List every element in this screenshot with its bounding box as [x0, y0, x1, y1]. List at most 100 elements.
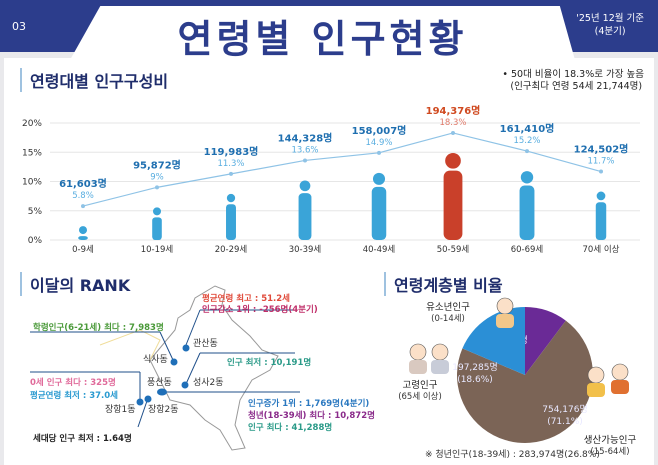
person-head	[445, 152, 461, 169]
pct-label: 5.8%	[72, 191, 94, 201]
person-body	[78, 236, 88, 240]
person-body	[226, 204, 236, 240]
marker-pungsan	[157, 388, 167, 396]
slice-value: 754,176명	[542, 404, 588, 415]
pct-label: 13.6%	[291, 145, 318, 155]
dong-janghang2: 장항2동	[148, 405, 179, 415]
rank-avg-age-min: 평균연령 최저 : 37.0세	[30, 391, 118, 401]
ratio-point	[377, 150, 381, 155]
person-head	[299, 180, 311, 192]
ratio-point	[525, 149, 529, 154]
person-body	[519, 185, 535, 240]
date-label: '25년 12월 기준 (4분기)	[576, 12, 644, 38]
person-head	[520, 171, 534, 184]
dong-seongsa2: 성사2동	[193, 378, 224, 388]
title-banner	[70, 6, 575, 60]
dong-pungsan: 풍산동	[147, 378, 172, 388]
section-title-age: 연령대별 인구구성비	[20, 68, 168, 92]
ratio-point	[155, 185, 159, 190]
note-line2: (인구최다 연령 54세 21,744명)	[510, 81, 643, 92]
marker-janghang1	[136, 398, 144, 406]
person-body	[152, 217, 162, 240]
person-body	[371, 186, 387, 240]
summary-note: • 50대 비율이 18.3%로 가장 높음 (인구최다 연령 54세 21,74…	[502, 69, 644, 93]
person-illustration-icon	[587, 366, 605, 397]
person-illustration-icon	[496, 297, 514, 328]
person-illustration-icon	[431, 343, 449, 374]
person-body	[443, 170, 463, 240]
count-label: 194,376명	[426, 104, 481, 117]
slice-value: 197,285명	[452, 362, 498, 373]
x-tick-label: 20-29세	[215, 245, 248, 255]
rank-household-min: 세대당 인구 최저 : 1.64명	[33, 434, 132, 444]
x-tick-label: 30-39세	[289, 245, 322, 255]
person-bar	[152, 207, 162, 240]
count-label: 144,328명	[278, 131, 333, 144]
person-bar	[443, 152, 463, 240]
person-body	[595, 202, 607, 240]
x-tick-label: 70세 이상	[583, 244, 620, 255]
page-number: 03	[12, 20, 26, 33]
person-head	[372, 172, 386, 185]
pct-label: 9%	[150, 172, 164, 182]
note-line1: • 50대 비율이 18.3%로 가장 높음	[502, 69, 644, 80]
x-tick-label: 60-69세	[511, 245, 544, 255]
person-bar	[595, 191, 607, 240]
y-tick-label: 5%	[28, 207, 43, 217]
person-bar	[519, 171, 535, 240]
slice-pct: (71.1%)	[547, 417, 583, 427]
person-head	[226, 193, 236, 203]
person-illustration-icon	[409, 343, 427, 374]
person-bar	[226, 193, 236, 240]
person-bar	[298, 180, 312, 240]
marker-seongsa2	[181, 381, 189, 389]
slice-sub: (15-64세)	[590, 447, 629, 457]
person-bar	[78, 226, 88, 240]
rank-age0-max: 0세 인구 최다 : 325명	[30, 378, 116, 388]
y-tick-label: 15%	[22, 148, 42, 158]
x-tick-label: 0-9세	[72, 245, 94, 255]
ratio-point	[451, 130, 455, 135]
slice-sub: (0-14세)	[431, 314, 465, 324]
ratio-point	[229, 171, 233, 176]
ratio-point	[599, 169, 603, 174]
ratio-point	[303, 158, 307, 163]
person-illustration-icon	[611, 363, 629, 394]
person-bar	[371, 172, 387, 240]
ratio-line	[82, 132, 602, 207]
person-head	[153, 207, 161, 216]
person-body	[298, 193, 312, 240]
pct-label: 15.2%	[513, 136, 540, 146]
rank-pop-min: 인구 최저 : 10,191명	[227, 358, 312, 368]
rank-pop-decrease: 인구감소 1위 : -256명(4분기)	[202, 305, 318, 315]
date-line1: '25년 12월 기준	[576, 13, 644, 24]
section-title-rank: 이달의 RANK	[20, 272, 130, 296]
slice-pct: (18.6%)	[457, 375, 493, 385]
slice-name: 고령인구	[403, 379, 438, 391]
count-label: 95,872명	[133, 158, 181, 171]
person-head	[596, 191, 606, 201]
pct-label: 18.3%	[439, 118, 466, 128]
pct-label: 14.9%	[365, 138, 392, 148]
marker-siksa	[170, 358, 178, 366]
y-tick-label: 10%	[22, 178, 42, 188]
count-label: 158,007명	[352, 124, 407, 137]
x-tick-label: 40-49세	[363, 245, 396, 255]
count-label: 119,983명	[204, 145, 259, 158]
pie-slice	[456, 320, 593, 444]
count-label: 61,603명	[59, 177, 107, 190]
slice-name: 생산가능인구	[584, 435, 637, 446]
rank-school-age-max: 학령인구(6-21세) 최다 : 7,983명	[33, 323, 164, 333]
rank-pop-max: 인구 최다 : 41,288명	[248, 423, 333, 433]
pct-label: 11.7%	[587, 157, 614, 167]
y-tick-label: 20%	[22, 119, 42, 129]
person-head	[79, 226, 87, 235]
youth-note: ※ 청년인구(18-39세) : 283,974명(26.8%)	[425, 450, 600, 460]
x-tick-label: 10-19세	[141, 245, 174, 255]
slice-name: 유소년인구	[426, 302, 470, 313]
dong-janghang1: 장항1동	[105, 405, 136, 415]
dong-gwansan: 관산동	[193, 339, 218, 349]
